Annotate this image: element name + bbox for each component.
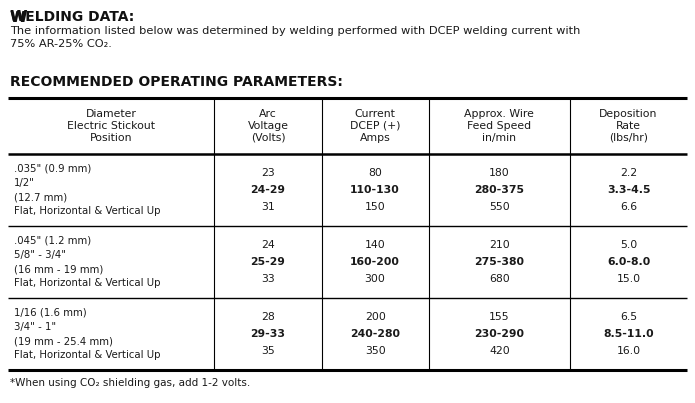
Text: Diameter
Electric Stickout
Position: Diameter Electric Stickout Position [67, 109, 155, 143]
Text: 25-29: 25-29 [251, 257, 286, 267]
Text: .045" (1.2 mm): .045" (1.2 mm) [14, 236, 91, 246]
Text: Flat, Horizontal & Vertical Up: Flat, Horizontal & Vertical Up [14, 206, 161, 216]
Text: 300: 300 [365, 274, 386, 284]
Text: 200: 200 [365, 312, 386, 322]
Text: 150: 150 [365, 202, 386, 212]
Text: Arc
Voltage
(Volts): Arc Voltage (Volts) [247, 109, 288, 143]
Text: 680: 680 [489, 274, 509, 284]
Text: Flat, Horizontal & Vertical Up: Flat, Horizontal & Vertical Up [14, 278, 161, 288]
Text: 3.3-4.5: 3.3-4.5 [607, 185, 651, 195]
Text: (16 mm - 19 mm): (16 mm - 19 mm) [14, 264, 104, 274]
Text: 6.5: 6.5 [620, 312, 637, 322]
Text: Deposition
Rate
(lbs/hr): Deposition Rate (lbs/hr) [599, 109, 657, 143]
Text: 5.0: 5.0 [620, 240, 637, 250]
Text: 33: 33 [261, 274, 275, 284]
Text: 180: 180 [489, 168, 509, 178]
Text: 550: 550 [489, 202, 509, 212]
Text: WELDING DATA:: WELDING DATA: [10, 10, 134, 24]
Text: *When using CO₂ shielding gas, add 1-2 volts.: *When using CO₂ shielding gas, add 1-2 v… [10, 378, 250, 388]
Text: 230-290: 230-290 [475, 329, 525, 339]
Text: Current
DCEP (+)
Amps: Current DCEP (+) Amps [350, 109, 400, 143]
Text: Flat, Horizontal & Vertical Up: Flat, Horizontal & Vertical Up [14, 350, 161, 360]
Text: 110-130: 110-130 [350, 185, 400, 195]
Text: 23: 23 [261, 168, 275, 178]
Text: 80: 80 [368, 168, 382, 178]
Text: 8.5-11.0: 8.5-11.0 [603, 329, 654, 339]
Text: 5/8" - 3/4": 5/8" - 3/4" [14, 250, 66, 260]
Text: 28: 28 [261, 312, 275, 322]
Text: 280-375: 280-375 [475, 185, 525, 195]
Text: 15.0: 15.0 [616, 274, 641, 284]
Text: The information listed below was determined by welding performed with DCEP weldi: The information listed below was determi… [10, 26, 580, 49]
Text: W: W [10, 10, 28, 25]
Text: .035" (0.9 mm): .035" (0.9 mm) [14, 164, 91, 174]
Text: 35: 35 [261, 346, 275, 356]
Text: 1/2": 1/2" [14, 178, 35, 188]
Text: 29-33: 29-33 [251, 329, 286, 339]
Text: 275-380: 275-380 [475, 257, 525, 267]
Text: Approx. Wire
Feed Speed
in/min: Approx. Wire Feed Speed in/min [464, 109, 534, 143]
Text: 1/16 (1.6 mm): 1/16 (1.6 mm) [14, 308, 87, 318]
Text: 24: 24 [261, 240, 275, 250]
Text: 31: 31 [261, 202, 275, 212]
Text: 16.0: 16.0 [616, 346, 641, 356]
Text: 24-29: 24-29 [251, 185, 286, 195]
Text: 155: 155 [489, 312, 509, 322]
Text: 6.0-8.0: 6.0-8.0 [607, 257, 651, 267]
Text: 3/4" - 1": 3/4" - 1" [14, 322, 56, 332]
Text: RECOMMENDED OPERATING PARAMETERS:: RECOMMENDED OPERATING PARAMETERS: [10, 75, 343, 89]
Text: (19 mm - 25.4 mm): (19 mm - 25.4 mm) [14, 336, 113, 346]
Text: 140: 140 [365, 240, 386, 250]
Text: 2.2: 2.2 [620, 168, 637, 178]
Text: 350: 350 [365, 346, 386, 356]
Text: 210: 210 [489, 240, 509, 250]
Text: 240-280: 240-280 [350, 329, 400, 339]
Text: 160-200: 160-200 [350, 257, 400, 267]
Text: (12.7 mm): (12.7 mm) [14, 192, 67, 202]
Text: 6.6: 6.6 [620, 202, 637, 212]
Text: 420: 420 [489, 346, 509, 356]
